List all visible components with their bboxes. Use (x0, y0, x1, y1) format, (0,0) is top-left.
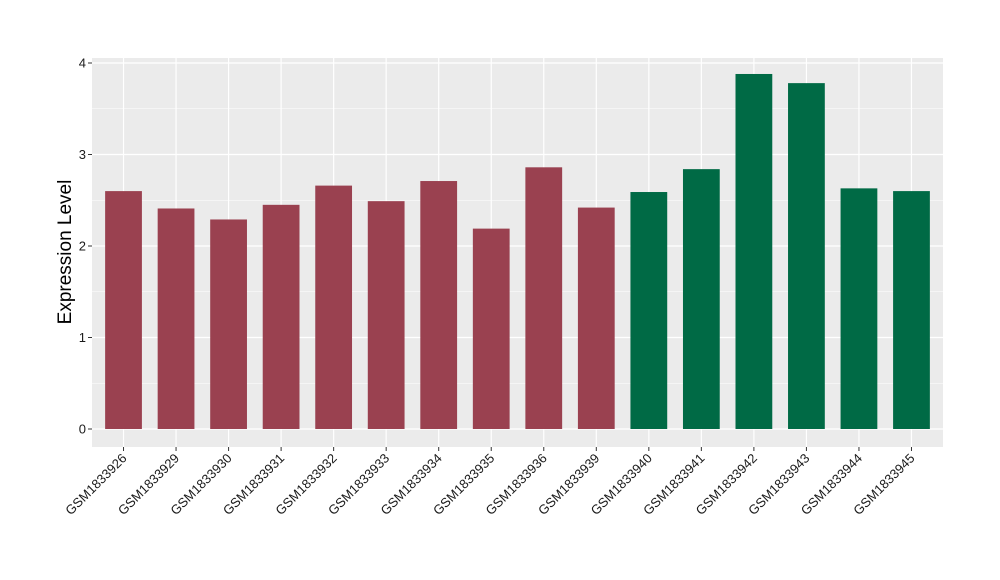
y-tick-label: 0 (79, 422, 86, 437)
bar-GSM1833945 (893, 191, 930, 429)
y-tick-label: 4 (79, 56, 86, 71)
bar-GSM1833934 (420, 181, 458, 429)
bar-GSM1833929 (157, 208, 195, 429)
bar-GSM1833932 (315, 185, 353, 429)
bars (105, 73, 930, 429)
y-tick-label: 1 (79, 330, 86, 345)
bar-GSM1833943 (788, 83, 825, 429)
bar-GSM1833926 (105, 191, 142, 429)
bar-GSM1833931 (262, 204, 300, 429)
bar-GSM1833941 (682, 169, 720, 429)
x-axis: GSM1833926GSM1833929GSM1833930GSM1833931… (62, 447, 918, 518)
bar-GSM1833933 (367, 201, 405, 429)
y-tick-label: 2 (79, 239, 86, 254)
bar-GSM1833936 (525, 167, 563, 429)
bar-GSM1833939 (577, 207, 615, 429)
y-tick-label: 3 (79, 147, 86, 162)
y-axis: 0 1 2 3 4 (79, 56, 92, 437)
bar-GSM1833942 (735, 73, 773, 429)
bar-GSM1833930 (210, 219, 247, 429)
bar-GSM1833940 (630, 192, 668, 429)
bar-GSM1833944 (840, 188, 878, 429)
bar-GSM1833935 (472, 228, 510, 429)
y-axis-title: Expression Level (55, 180, 76, 325)
